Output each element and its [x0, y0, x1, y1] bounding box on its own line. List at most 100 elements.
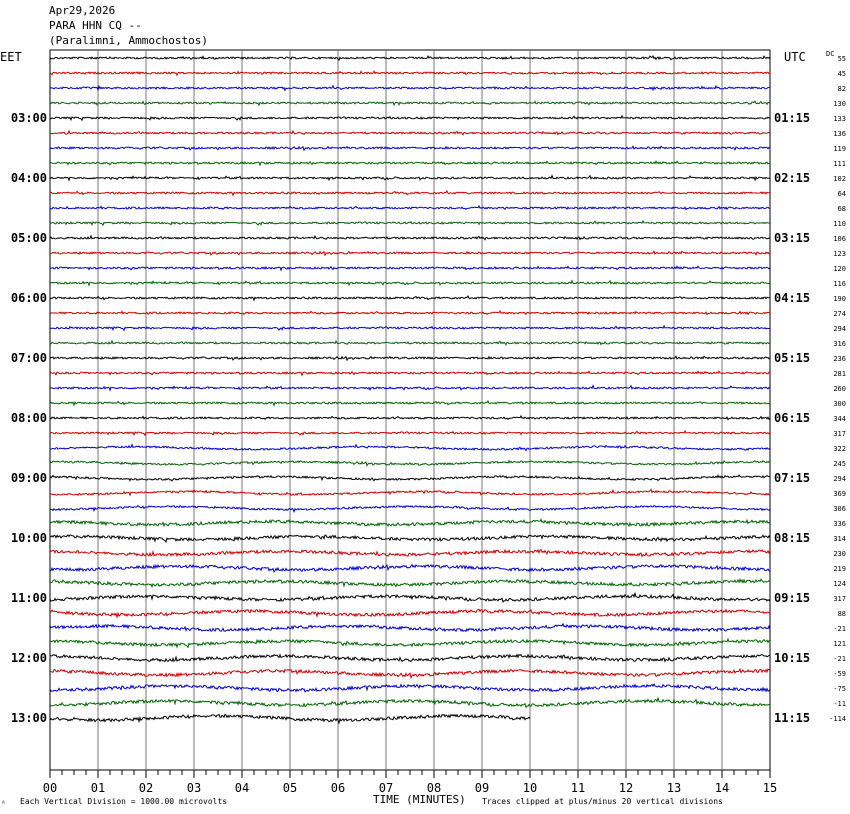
right-hour-label: 07:15 — [774, 471, 810, 485]
seismic-trace — [49, 443, 771, 452]
dc-offset-label: 133 — [833, 115, 846, 123]
seismic-trace — [49, 459, 771, 467]
dc-offset-label: 316 — [833, 340, 846, 348]
seismic-trace — [49, 400, 771, 407]
seismic-trace — [49, 234, 771, 241]
seismic-trace — [49, 683, 771, 693]
dc-offset-label: 294 — [833, 325, 846, 333]
left-zone-label: EET — [0, 50, 22, 64]
seismic-trace — [49, 145, 771, 152]
header-date: Apr29,2026 — [49, 4, 116, 17]
left-hour-label: 06:00 — [11, 291, 47, 305]
x-tick-label: 11 — [571, 781, 585, 795]
x-axis: 00 01 02 03 04 05 06 07 08 09 10 11 12 13 14 15 — [43, 770, 777, 795]
left-hour-label: 05:00 — [11, 231, 47, 245]
x-tick-label: 00 — [43, 781, 57, 795]
dc-offset-label: -21 — [833, 625, 846, 633]
dc-offset-label: 110 — [833, 220, 846, 228]
right-hour-label: 01:15 — [774, 111, 810, 125]
left-hour-label: 09:00 — [11, 471, 47, 485]
dc-offset-label: -59 — [833, 670, 846, 678]
x-tick-label: 10 — [523, 781, 537, 795]
seismic-trace — [49, 696, 771, 709]
label-layer: 55 45 82 130 133 136 119 111 102 64 68 110 106 123 120… — [11, 55, 846, 725]
x-tick-label: 14 — [715, 781, 729, 795]
x-tick-label: 06 — [331, 781, 345, 795]
seismic-trace — [49, 518, 771, 528]
dc-offset-label: 294 — [833, 475, 846, 483]
seismic-trace — [49, 174, 771, 182]
dc-offset-label: 136 — [833, 130, 846, 138]
seismic-trace — [49, 250, 771, 257]
x-tick-label: 02 — [139, 781, 153, 795]
dc-offset-label: 64 — [838, 190, 846, 198]
dc-offset-label: 116 — [833, 280, 846, 288]
right-zone-label: UTC — [784, 50, 806, 64]
x-axis-title: TIME (MINUTES) — [373, 793, 466, 806]
seismic-trace — [49, 219, 771, 227]
seismic-trace — [49, 384, 771, 392]
x-tick-label: 03 — [187, 781, 201, 795]
corner-mark: ᴬ — [1, 799, 6, 808]
dc-offset-label: 130 — [833, 100, 846, 108]
grid-layer — [49, 49, 771, 771]
dc-offset-label: 190 — [833, 295, 846, 303]
seismic-trace — [49, 129, 771, 136]
seismic-trace — [49, 339, 771, 346]
right-hour-label: 10:15 — [774, 651, 810, 665]
dc-offset-label: 219 — [833, 565, 846, 573]
x-tick-label: 07 — [379, 781, 393, 795]
dc-offset-label: 344 — [833, 415, 846, 423]
seismic-trace — [49, 653, 771, 663]
seismic-trace — [49, 204, 771, 211]
seismic-trace — [49, 504, 771, 514]
header-location: (Paralimni, Ammochostos) — [49, 34, 208, 47]
seismic-trace — [49, 295, 771, 302]
dc-offset-label: 82 — [838, 85, 846, 93]
seismic-trace — [49, 713, 531, 725]
seismic-trace — [49, 548, 771, 558]
dc-offset-label: 369 — [833, 490, 846, 498]
right-hour-label: 11:15 — [774, 711, 810, 725]
seismic-trace — [49, 100, 771, 107]
clip-note: Traces clipped at plus/minus 20 vertical… — [482, 797, 723, 806]
seismic-trace — [49, 55, 771, 62]
left-hour-label: 08:00 — [11, 411, 47, 425]
seismic-trace — [49, 474, 771, 482]
left-hour-label: 11:00 — [11, 591, 47, 605]
dc-offset-label: 68 — [838, 205, 846, 213]
left-hour-label: 03:00 — [11, 111, 47, 125]
seismic-trace — [49, 279, 771, 287]
dc-offset-label: 260 — [833, 385, 846, 393]
seismic-trace — [49, 488, 771, 497]
seismic-trace — [49, 429, 771, 437]
header-station: PARA HHN CQ -- — [49, 19, 142, 32]
dc-offset-label: 314 — [833, 535, 846, 543]
plot-frame — [49, 49, 771, 771]
x-tick-label: 08 — [427, 781, 441, 795]
dc-offset-label: 102 — [833, 175, 846, 183]
dc-offset-label: 317 — [833, 595, 846, 603]
dc-offset-label: 274 — [833, 310, 846, 318]
dc-offset-label: 236 — [833, 355, 846, 363]
seismic-trace — [49, 608, 771, 620]
dc-offset-label: 45 — [838, 70, 846, 78]
left-hour-label: 04:00 — [11, 171, 47, 185]
left-hour-label: 07:00 — [11, 351, 47, 365]
x-tick-label: 04 — [235, 781, 249, 795]
right-hour-label: 03:15 — [774, 231, 810, 245]
seismic-trace — [49, 355, 771, 362]
seismic-trace — [49, 309, 771, 316]
dc-offset-label: 317 — [833, 430, 846, 438]
seismic-trace — [49, 160, 771, 167]
left-hour-label: 13:00 — [11, 711, 47, 725]
dc-offset-label: 306 — [833, 505, 846, 513]
dc-offset-label: 55 — [838, 55, 846, 63]
dc-offset-label: 88 — [838, 610, 846, 618]
left-hour-label: 10:00 — [11, 531, 47, 545]
seismic-trace — [49, 370, 771, 377]
dc-offset-label: 111 — [833, 160, 846, 168]
seismic-trace — [49, 69, 771, 77]
right-hour-label: 05:15 — [774, 351, 810, 365]
